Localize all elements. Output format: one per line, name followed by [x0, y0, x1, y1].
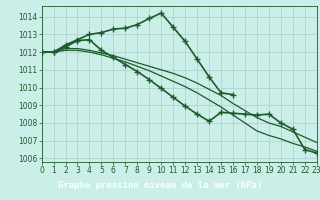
- Text: Graphe pression niveau de la mer (hPa): Graphe pression niveau de la mer (hPa): [58, 182, 262, 190]
